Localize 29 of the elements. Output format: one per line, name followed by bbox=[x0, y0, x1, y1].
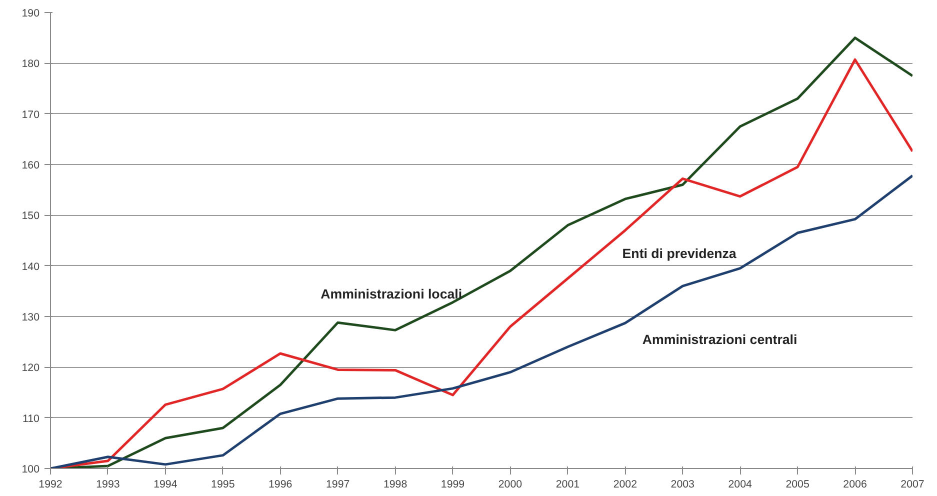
y-tick-label: 140 bbox=[22, 260, 40, 273]
x-tick-label: 2000 bbox=[498, 478, 522, 490]
x-tick-label: 2001 bbox=[556, 478, 580, 490]
y-tick-label: 130 bbox=[22, 312, 40, 324]
x-tick-label: 1999 bbox=[440, 478, 465, 490]
y-tick-label: 120 bbox=[22, 362, 40, 374]
x-tick-label: 2005 bbox=[786, 478, 810, 490]
series-label: Enti di previdenza bbox=[622, 246, 737, 261]
series-label: Amministrazioni locali bbox=[320, 286, 462, 302]
y-tick-label: 150 bbox=[22, 210, 40, 222]
x-tick-label: 1995 bbox=[211, 478, 235, 490]
y-tick-label: 170 bbox=[22, 108, 40, 121]
y-tick-label: 180 bbox=[22, 58, 40, 70]
y-tick-label: 190 bbox=[22, 8, 40, 20]
x-tick-label: 1996 bbox=[268, 478, 292, 490]
x-tick-label: 1997 bbox=[326, 478, 350, 490]
x-tick-label: 2004 bbox=[728, 478, 752, 490]
x-tick-label: 1993 bbox=[96, 478, 120, 490]
x-tick-label: 2006 bbox=[843, 478, 867, 490]
series-label: Amministrazioni centrali bbox=[642, 332, 798, 347]
x-tick-label: 2002 bbox=[613, 478, 638, 490]
x-tick-label: 1992 bbox=[38, 478, 62, 490]
y-tick-label: 100 bbox=[22, 464, 40, 476]
y-tick-label: 110 bbox=[22, 412, 40, 425]
y-tick-label: 160 bbox=[22, 160, 40, 172]
x-tick-label: 2003 bbox=[670, 478, 695, 490]
x-tick-label: 1998 bbox=[383, 478, 408, 490]
x-tick-label: 2007 bbox=[900, 478, 924, 490]
x-tick-label: 1994 bbox=[154, 478, 178, 490]
